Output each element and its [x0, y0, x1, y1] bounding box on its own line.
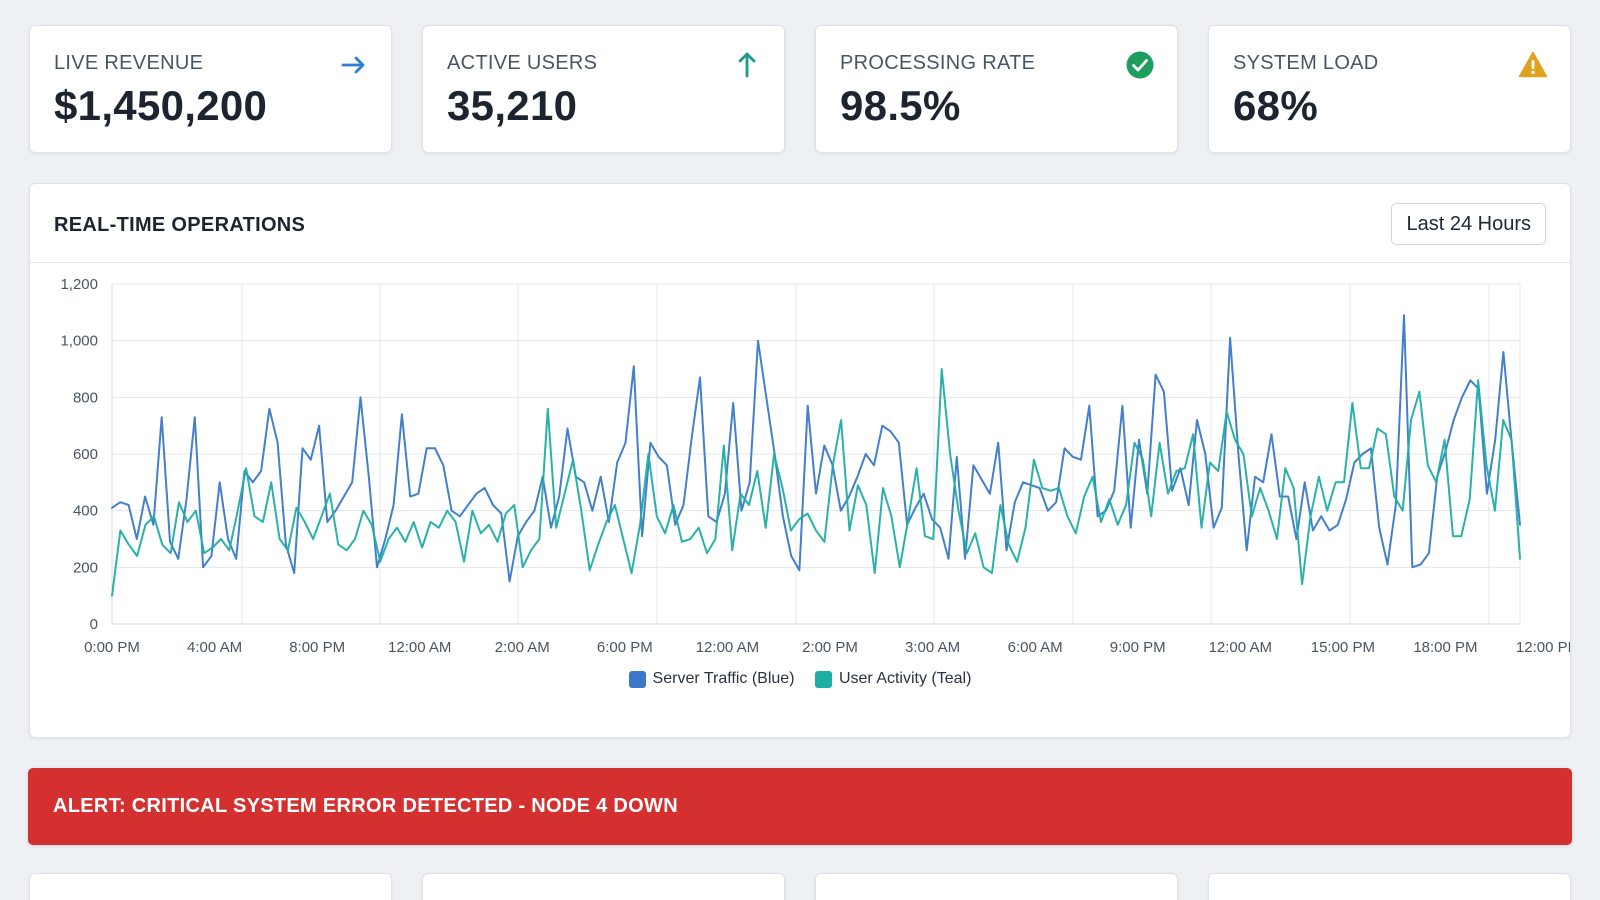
x-tick-label: 3:00 AM — [905, 639, 960, 656]
x-tick-label: 18:00 PM — [1413, 639, 1477, 656]
kpi-card-live-revenue[interactable]: LIVE REVENUE $1,450,200 — [29, 25, 392, 153]
x-tick-label: 12:00 AM — [1209, 639, 1272, 656]
x-tick-label: 2:00 AM — [495, 639, 550, 656]
kpi-label: PROCESSING RATE — [840, 52, 1036, 74]
y-tick-label: 200 — [73, 559, 98, 576]
legend-item-server-traffic[interactable]: Server Traffic (Blue) — [628, 670, 795, 688]
x-tick-label: 9:00 PM — [1110, 639, 1166, 656]
arrow-up-icon — [738, 52, 756, 78]
line-chart: 0 200 400 600 800 1,000 1,200 0:00 PM 4:00 AM 8:0… — [30, 264, 1570, 738]
kpi-label: LIVE REVENUE — [54, 52, 204, 74]
x-tick-label: 8:00 PM — [289, 639, 345, 656]
arrow-right-icon — [341, 56, 365, 74]
x-tick-label: 15:00 PM — [1311, 639, 1375, 656]
kpi-row: LIVE REVENUE $1,450,200 ACTIVE USERS 35,… — [29, 25, 1571, 153]
x-tick-label: 4:00 AM — [187, 639, 242, 656]
critical-alert-banner[interactable]: ALERT: CRITICAL SYSTEM ERROR DETECTED - … — [28, 768, 1572, 845]
kpi-card-processing-rate[interactable]: PROCESSING RATE 98.5% — [815, 25, 1178, 153]
legend-swatch — [814, 670, 832, 688]
x-tick-label: 2:00 PM — [802, 639, 858, 656]
panel-title: REAL-TIME OPERATIONS — [54, 214, 306, 236]
legend-swatch — [628, 670, 646, 688]
x-tick-label: 0:00 PM — [84, 639, 140, 656]
bottom-card — [422, 873, 785, 900]
y-tick-label: 1,000 — [60, 333, 98, 350]
bottom-card — [1208, 873, 1571, 900]
y-tick-label: 800 — [73, 389, 98, 406]
kpi-card-active-users[interactable]: ACTIVE USERS 35,210 — [422, 25, 785, 153]
chart-legend: Server Traffic (Blue) User Activity (Tea… — [30, 670, 1570, 693]
panel-header: REAL-TIME OPERATIONS Last 24 Hours — [30, 184, 1570, 263]
warning-triangle-icon — [1518, 51, 1548, 78]
x-tick-label: 12:00 PM — [1516, 639, 1570, 656]
chart-canvas: 0 200 400 600 800 1,000 1,200 0:00 PM 4:00 AM 8:0… — [60, 276, 1570, 656]
kpi-card-system-load[interactable]: SYSTEM LOAD 68% — [1208, 25, 1571, 153]
check-circle-icon — [1126, 51, 1154, 79]
time-range-button[interactable]: Last 24 Hours — [1391, 203, 1546, 245]
y-tick-label: 0 — [90, 616, 98, 633]
real-time-operations-panel: REAL-TIME OPERATIONS Last 24 Hours 0 200 4… — [29, 183, 1571, 738]
y-tick-label: 400 — [73, 503, 98, 520]
kpi-value: 98.5% — [840, 82, 961, 129]
kpi-label: ACTIVE USERS — [447, 52, 598, 74]
alert-text: ALERT: CRITICAL SYSTEM ERROR DETECTED - … — [53, 795, 678, 817]
legend-item-user-activity[interactable]: User Activity (Teal) — [814, 670, 972, 688]
y-tick-label: 600 — [73, 446, 98, 463]
kpi-value: $1,450,200 — [54, 82, 268, 129]
y-tick-label: 1,200 — [60, 276, 98, 293]
x-tick-label: 6:00 AM — [1008, 639, 1063, 656]
x-tick-label: 12:00 AM — [388, 639, 451, 656]
kpi-value: 68% — [1233, 82, 1318, 129]
x-tick-label: 6:00 PM — [597, 639, 653, 656]
bottom-card — [815, 873, 1178, 900]
bottom-card — [29, 873, 392, 900]
series-line-user-activity — [111, 368, 1521, 597]
legend-label: Server Traffic (Blue) — [652, 670, 795, 687]
legend-label: User Activity (Teal) — [838, 670, 972, 687]
x-tick-label: 12:00 AM — [696, 639, 759, 656]
bottom-card-row — [29, 873, 1571, 900]
kpi-label: SYSTEM LOAD — [1233, 52, 1379, 74]
kpi-value: 35,210 — [447, 82, 578, 129]
series-line-server-traffic — [111, 314, 1521, 583]
